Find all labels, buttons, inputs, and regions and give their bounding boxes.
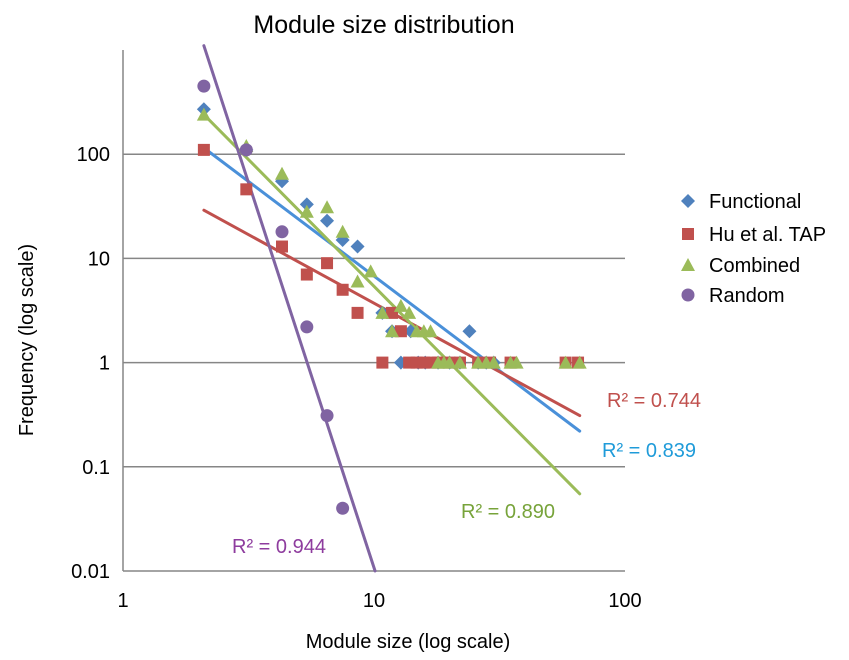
legend-label-1: Hu et al. TAP <box>709 224 826 246</box>
point-3-2 <box>275 225 289 239</box>
x-tick-label-1: 1 <box>117 590 128 612</box>
y-tick-label-0.01: 0.01 <box>71 561 110 583</box>
point-1-7 <box>376 356 389 369</box>
point-1-5 <box>336 283 349 296</box>
point-1-3 <box>300 268 313 281</box>
point-0-3 <box>299 197 314 212</box>
chart-title: Module size distribution <box>253 11 514 39</box>
x-axis-label: Module size (log scale) <box>306 631 511 653</box>
point-1-4 <box>321 257 334 270</box>
point-3-4 <box>320 409 334 423</box>
point-3-0 <box>197 79 211 93</box>
point-2-4 <box>320 200 335 214</box>
legend-marker-0 <box>681 194 695 208</box>
point-3-3 <box>300 320 314 334</box>
trendline-2 <box>202 113 582 496</box>
point-2-17 <box>442 355 457 369</box>
data-points <box>196 79 587 515</box>
point-0-16 <box>462 324 477 339</box>
point-2-0 <box>196 107 211 121</box>
point-1-1 <box>240 183 253 196</box>
r2-label-0: R² = 0.839 <box>602 440 696 462</box>
point-0-4 <box>320 213 335 228</box>
point-2-5 <box>335 224 350 238</box>
trendline-3 <box>202 44 377 573</box>
point-2-8 <box>375 305 390 319</box>
r2-label-3: R² = 0.944 <box>232 536 326 558</box>
y-tick-label-0.1: 0.1 <box>82 457 110 479</box>
r-squared-labels: R² = 0.839 R² = 0.744 R² = 0.890 R² = 0.944 <box>232 390 701 558</box>
point-1-6 <box>351 306 364 319</box>
tick-labels: 0.01 0.1 1 10 100 1 10 100 <box>71 144 642 612</box>
x-tick-label-100: 100 <box>608 590 641 612</box>
r2-label-1: R² = 0.744 <box>607 390 701 412</box>
point-2-7 <box>363 264 378 278</box>
point-3-5 <box>336 501 350 515</box>
legend-marker-2 <box>681 258 695 271</box>
point-2-2 <box>275 166 290 180</box>
legend-label-0: Functional <box>709 191 801 213</box>
trendline-0 <box>202 146 582 433</box>
point-2-25 <box>572 355 587 369</box>
point-2-3 <box>299 204 314 218</box>
point-2-18 <box>452 355 467 369</box>
point-2-14 <box>423 324 438 338</box>
y-tick-label-100: 100 <box>77 144 110 166</box>
trendlines <box>202 44 582 573</box>
point-0-6 <box>350 239 365 254</box>
legend-label-3: Random <box>709 285 785 307</box>
point-1-9 <box>394 325 407 338</box>
y-axis-label: Frequency (log scale) <box>16 244 38 436</box>
point-2-9 <box>385 324 400 338</box>
r2-label-2: R² = 0.890 <box>461 501 555 523</box>
point-2-21 <box>486 355 501 369</box>
point-2-6 <box>350 274 365 288</box>
legend-marker-3 <box>681 288 695 302</box>
point-1-0 <box>197 143 210 156</box>
point-2-24 <box>558 355 573 369</box>
gridlines <box>123 153 625 468</box>
legend-marker-1 <box>682 228 694 240</box>
axes <box>122 50 625 572</box>
y-tick-label-1: 1 <box>99 353 110 375</box>
legend-label-2: Combined <box>709 255 800 277</box>
point-3-1 <box>239 143 253 157</box>
x-tick-label-10: 10 <box>363 590 385 612</box>
point-1-2 <box>276 240 289 253</box>
legend: Functional Hu et al. TAP Combined Random <box>681 191 826 307</box>
point-2-10 <box>393 298 408 312</box>
point-2-23 <box>509 355 524 369</box>
y-tick-label-10: 10 <box>88 248 110 270</box>
point-2-11 <box>402 305 417 319</box>
